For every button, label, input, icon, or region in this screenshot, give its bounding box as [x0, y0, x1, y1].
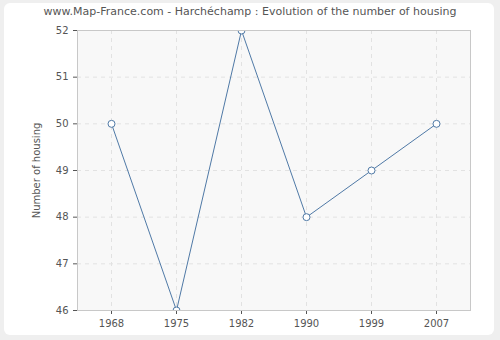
svg-text:Number of housing: Number of housing [31, 123, 42, 219]
svg-text:47: 47 [56, 258, 69, 269]
svg-text:48: 48 [56, 211, 69, 222]
svg-text:1982: 1982 [229, 318, 254, 329]
html-text:www.Map-France.com - Harchécha: www.Map-France.com - Harchéchamp : Evolu… [43, 5, 457, 18]
svg-text:1968: 1968 [99, 318, 124, 329]
svg-text:50: 50 [56, 118, 69, 129]
svg-text:51: 51 [56, 71, 69, 82]
svg-text:1999: 1999 [359, 318, 384, 329]
svg-text:1975: 1975 [164, 318, 189, 329]
svg-text:2007: 2007 [424, 318, 449, 329]
svg-text:52: 52 [56, 25, 69, 36]
svg-text:46: 46 [56, 305, 69, 316]
svg-text:1990: 1990 [294, 318, 319, 329]
svg-text:49: 49 [56, 165, 69, 176]
